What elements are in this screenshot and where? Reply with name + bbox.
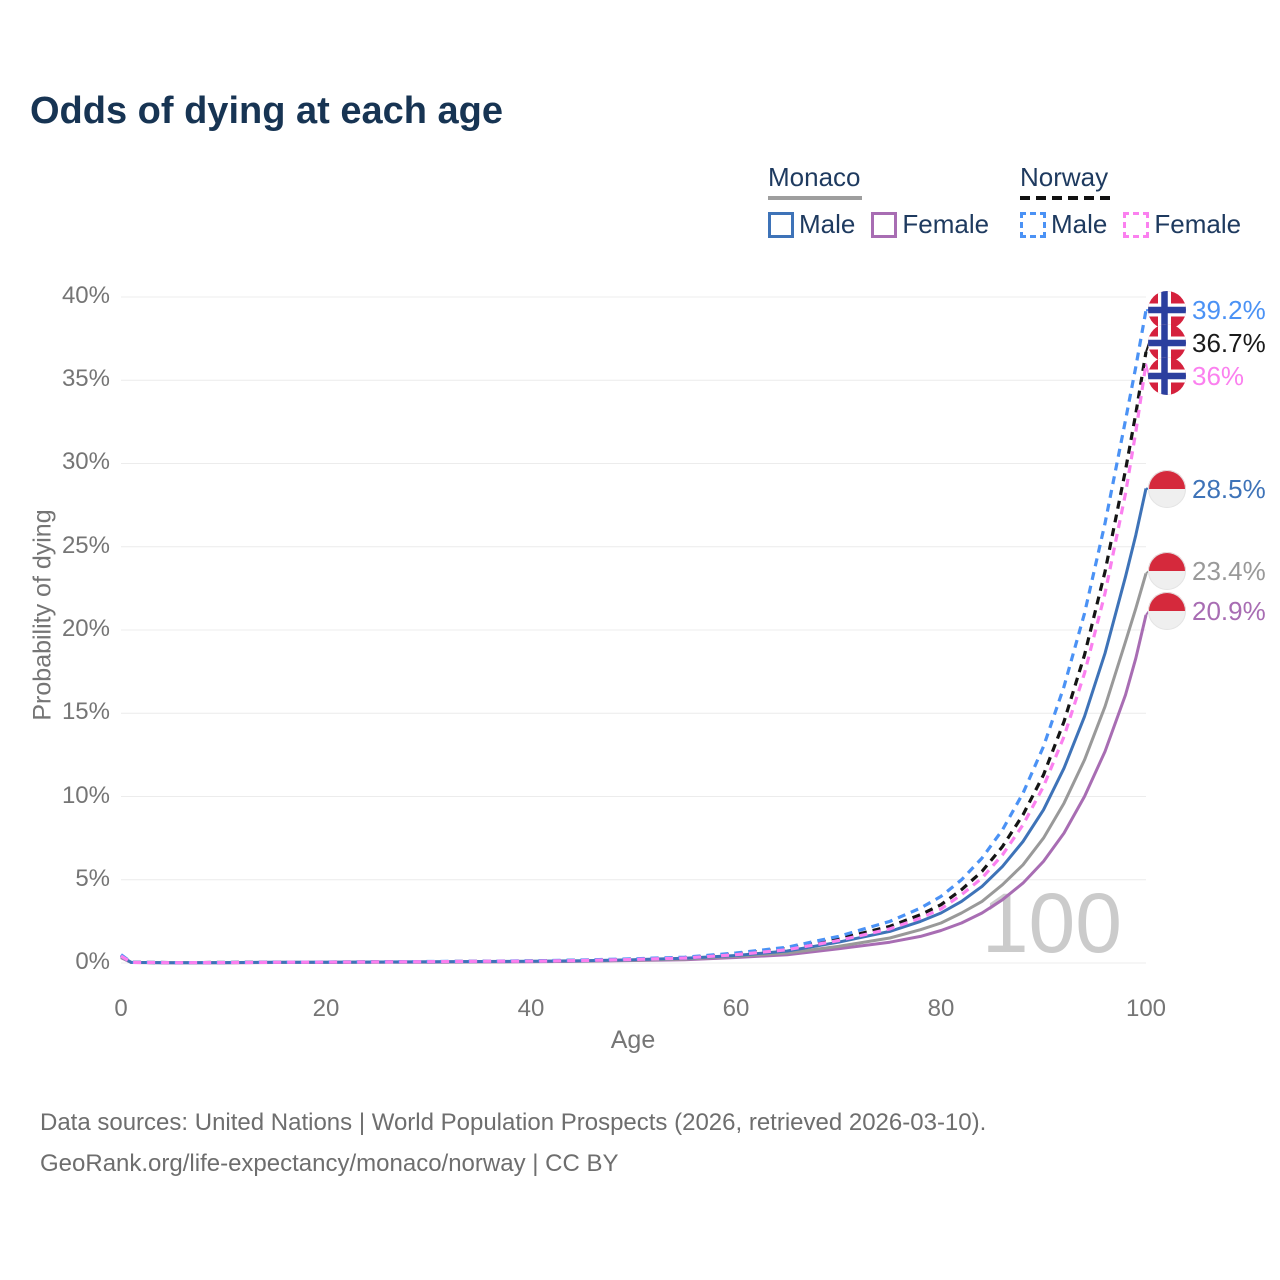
page-title: Odds of dying at each age: [30, 90, 503, 132]
end-label-monaco-female: 20.9%: [1148, 592, 1266, 630]
end-label-value: 23.4%: [1192, 555, 1266, 586]
legend-item-norway-male[interactable]: Male: [1020, 209, 1107, 240]
legend-item-norway-female[interactable]: Female: [1123, 209, 1241, 240]
x-tick-label: 60: [722, 995, 750, 1022]
y-tick-label: 35%: [61, 365, 110, 392]
end-label-value: 36.7%: [1192, 327, 1266, 358]
norway-flag-icon: [1148, 357, 1186, 395]
end-label-norway-male: 39.2%: [1148, 291, 1266, 329]
norway-flag-icon: [1148, 324, 1186, 362]
footer: Data sources: United Nations | World Pop…: [40, 1102, 986, 1184]
x-tick-label: 80: [927, 995, 955, 1022]
y-tick-label: 5%: [75, 865, 110, 892]
legend-country-norway: Norway: [1020, 162, 1109, 192]
end-label-value: 28.5%: [1192, 473, 1266, 504]
monaco-female-swatch-icon: [871, 211, 898, 238]
norway-female-swatch-icon: [1123, 211, 1150, 238]
legend-item-monaco-female[interactable]: Female: [871, 209, 989, 240]
y-tick-label: 20%: [61, 615, 110, 642]
end-label-value: 20.9%: [1192, 595, 1266, 626]
series-line-norway-all: [120, 351, 1148, 965]
end-label-norway-female: 36%: [1148, 357, 1244, 395]
legend-label: Male: [1051, 209, 1108, 239]
y-tick-label: 15%: [61, 698, 110, 725]
monaco-flag-icon: [1148, 592, 1186, 630]
x-tick-label: 0: [114, 995, 128, 1022]
end-label-value: 39.2%: [1192, 294, 1266, 325]
monaco-male-swatch-icon: [768, 211, 794, 238]
footer-data-sources: Data sources: United Nations | World Pop…: [40, 1109, 987, 1136]
legend-label: Female: [1154, 209, 1242, 239]
legend-label: Female: [902, 209, 990, 239]
end-label-monaco-male: 28.5%: [1148, 470, 1266, 508]
y-tick-label: 10%: [61, 782, 110, 809]
legend-label: Male: [799, 209, 856, 239]
y-tick-label: 30%: [61, 448, 110, 475]
monaco-flag-icon: [1148, 552, 1186, 590]
x-tick-label: 40: [517, 995, 545, 1022]
x-tick-label: 100: [1125, 995, 1167, 1022]
series-line-norway-female: [120, 363, 1148, 965]
end-label-value: 36%: [1192, 360, 1245, 391]
legend-country-monaco: Monaco: [768, 162, 861, 192]
norway-flag-icon: [1148, 291, 1186, 329]
age-counter-watermark: 100: [982, 876, 1122, 970]
x-axis-title: Age: [610, 1026, 656, 1054]
legend-underline-monaco-solid: [768, 196, 862, 200]
y-tick-label: 40%: [61, 282, 110, 309]
legend-group-monaco: Monaco Male Female: [768, 162, 989, 240]
end-label-norway-all: 36.7%: [1148, 324, 1266, 362]
y-tick-label: 0%: [75, 948, 110, 975]
x-tick-label: 20: [312, 995, 340, 1022]
monaco-flag-icon: [1148, 470, 1186, 508]
footer-attribution: GeoRank.org/life-expectancy/monaco/norwa…: [40, 1150, 619, 1177]
legend-underline-norway-dashed: [1020, 196, 1114, 200]
end-label-monaco-all: 23.4%: [1148, 552, 1266, 590]
legend-group-norway: Norway Male Female: [1020, 162, 1241, 240]
legend-item-monaco-male[interactable]: Male: [768, 209, 855, 240]
y-tick-label: 25%: [61, 532, 110, 559]
norway-male-swatch-icon: [1020, 211, 1046, 238]
